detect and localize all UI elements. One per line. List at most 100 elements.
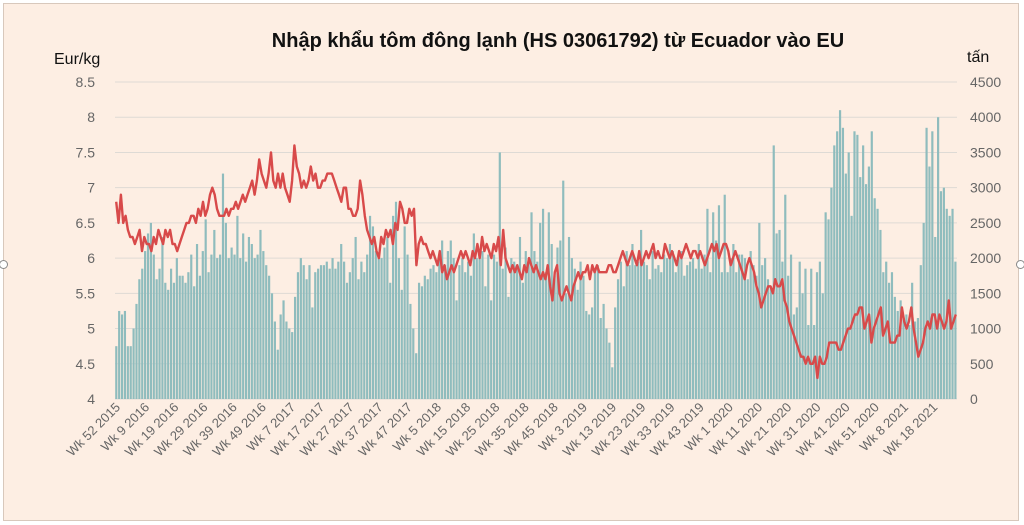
volume-bar [648, 279, 651, 399]
volume-bar [582, 275, 585, 399]
volume-bar [645, 265, 648, 399]
volume-bar [717, 205, 721, 399]
volume-bar [242, 233, 245, 399]
volume-bar [663, 254, 666, 399]
price-line [115, 144, 957, 380]
volume-bar [668, 244, 672, 399]
volume-bar [541, 208, 545, 399]
volume-bar [634, 265, 637, 399]
volume-bar [118, 310, 121, 399]
volume-bar [432, 265, 435, 399]
resize-handle-right[interactable] [1016, 260, 1024, 269]
volume-bar [596, 265, 599, 399]
volume-bar [144, 251, 147, 399]
volume-bar [305, 279, 308, 399]
volume-bar [911, 282, 914, 399]
volume-bar [354, 236, 357, 399]
volume-bar [893, 296, 896, 399]
volume-bar [850, 215, 853, 399]
volume-bar [570, 258, 573, 399]
volume-bar [697, 244, 700, 399]
volume-bar [931, 131, 934, 400]
volume-bar [792, 314, 796, 399]
volume-bar [190, 254, 193, 399]
volume-bar [317, 268, 320, 399]
volume-bar [343, 261, 346, 399]
right-tick-label: 2500 [970, 215, 1001, 231]
volume-bar [158, 268, 161, 399]
volume-bar [939, 191, 943, 399]
volume-bar [247, 236, 251, 399]
volume-bar [219, 254, 222, 399]
volume-bar [781, 261, 784, 399]
volume-bar [371, 226, 375, 399]
volume-bar [530, 212, 533, 399]
volume-bar [184, 282, 187, 399]
volume-bar [455, 300, 458, 399]
volume-bar [126, 346, 129, 399]
volume-bar [735, 272, 738, 399]
volume-bar [412, 328, 415, 399]
volume-bar [394, 201, 398, 399]
volume-bar [536, 261, 539, 399]
volume-bar [772, 145, 775, 399]
volume-bar [838, 110, 842, 399]
volume-bar [132, 328, 135, 399]
volume-bar [614, 307, 617, 399]
volume-bar [368, 215, 372, 399]
volume-bar [345, 282, 349, 399]
volume-bar [657, 265, 660, 399]
volume-bar [120, 314, 124, 399]
volume-bar [674, 272, 677, 399]
volume-bar [559, 240, 562, 399]
volume-bar [916, 317, 920, 399]
volume-bar [951, 208, 954, 399]
left-tick-label: 5 [87, 321, 95, 337]
volume-bar [588, 314, 591, 399]
volume-bar [417, 282, 421, 399]
volume-bar [374, 251, 377, 399]
volume-bar [746, 279, 749, 399]
volume-bar [288, 328, 291, 399]
volume-bar [438, 258, 441, 399]
volume-bar [689, 261, 692, 399]
volume-bar [752, 265, 755, 399]
volume-bar [181, 275, 184, 399]
volume-bar [815, 272, 819, 399]
volume-bar [141, 268, 144, 399]
volume-bar [801, 293, 804, 399]
volume-bar [495, 261, 499, 399]
volume-bar [919, 265, 922, 399]
volume-bar [553, 275, 556, 399]
volume-bar [611, 367, 614, 399]
volume-bar [213, 229, 216, 399]
volume-bar [449, 240, 452, 399]
volume-bar [795, 307, 798, 399]
volume-bar [155, 279, 158, 399]
volume-bar [804, 268, 807, 399]
volume-bar [602, 303, 605, 399]
volume-bar [481, 251, 484, 399]
volume-bar [660, 272, 663, 399]
volume-bar [115, 346, 118, 399]
volume-bar [740, 254, 744, 399]
volume-bar [908, 325, 911, 399]
volume-bar [426, 279, 429, 399]
volume-bar [593, 272, 597, 399]
volume-bar [386, 236, 389, 399]
volume-bar [778, 229, 781, 399]
volume-bar [498, 152, 501, 399]
volume-bar [841, 127, 845, 400]
line-series [115, 144, 957, 380]
volume-bar [262, 251, 265, 399]
resize-handle-left[interactable] [0, 260, 8, 269]
volume-bar [954, 261, 957, 399]
volume-bar [925, 127, 928, 400]
volume-bar [706, 208, 709, 399]
left-axis-unit: Eur/kg [54, 51, 100, 68]
volume-bar [547, 212, 550, 399]
volume-bar [296, 272, 300, 399]
volume-bar [902, 317, 905, 399]
volume-bar [193, 286, 196, 399]
volume-bar [556, 247, 559, 399]
